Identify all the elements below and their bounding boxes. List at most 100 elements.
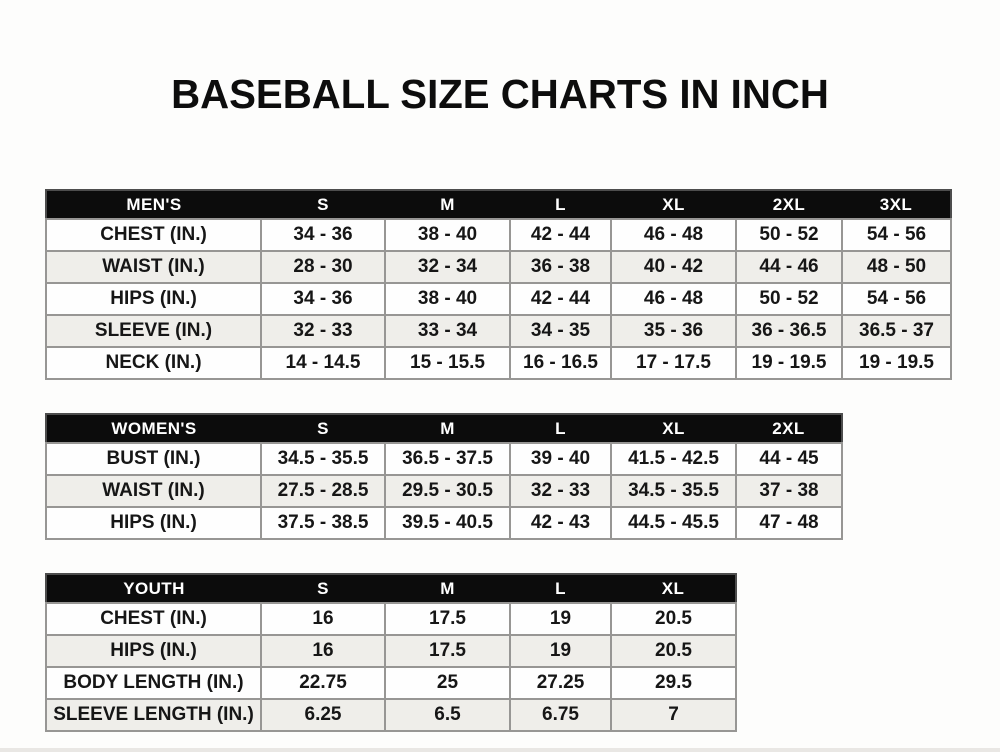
- value-cell: 16: [260, 602, 386, 636]
- header-row: YOUTH S M L XL: [46, 574, 736, 603]
- value-cell: 39.5 - 40.5: [384, 506, 511, 540]
- value-cell: 16: [260, 634, 386, 668]
- value-cell: 34.5 - 35.5: [610, 474, 737, 508]
- value-cell: 36.5 - 37: [841, 314, 952, 348]
- value-cell: 40 - 42: [610, 250, 737, 284]
- size-column-header: L: [510, 190, 611, 219]
- table-row: CHEST (IN.) 34 - 36 38 - 40 42 - 44 46 - 48 5…: [45, 218, 952, 252]
- row-label-cell: HIPS (IN.): [45, 634, 262, 668]
- row-label-cell: BUST (IN.): [45, 442, 262, 476]
- value-cell: 20.5: [610, 602, 737, 636]
- value-cell: 33 - 34: [384, 314, 511, 348]
- row-label-cell: HIPS (IN.): [45, 506, 262, 540]
- size-column-header: 2XL: [736, 190, 842, 219]
- size-column-header: S: [261, 190, 385, 219]
- value-cell: 19: [509, 634, 612, 668]
- size-column-header: L: [510, 574, 611, 603]
- value-cell: 17.5: [384, 602, 511, 636]
- size-column-header: XL: [611, 414, 736, 443]
- table-row: NECK (IN.) 14 - 14.5 15 - 15.5 16 - 16.5 17 …: [45, 346, 952, 380]
- row-label-cell: CHEST (IN.): [45, 218, 262, 252]
- row-label-cell: CHEST (IN.): [45, 602, 262, 636]
- value-cell: 19 - 19.5: [841, 346, 952, 380]
- size-column-header: M: [385, 414, 510, 443]
- value-cell: 36.5 - 37.5: [384, 442, 511, 476]
- value-cell: 46 - 48: [610, 218, 737, 252]
- table-row: BODY LENGTH (IN.) 22.75 25 27.25 29.5: [45, 666, 737, 700]
- value-cell: 17 - 17.5: [610, 346, 737, 380]
- row-label-cell: SLEEVE LENGTH (IN.): [45, 698, 262, 732]
- value-cell: 41.5 - 42.5: [610, 442, 737, 476]
- table-row: WAIST (IN.) 28 - 30 32 - 34 36 - 38 40 - 42 4…: [45, 250, 952, 284]
- value-cell: 39 - 40: [509, 442, 612, 476]
- value-cell: 42 - 43: [509, 506, 612, 540]
- value-cell: 34.5 - 35.5: [260, 442, 386, 476]
- row-label-cell: HIPS (IN.): [45, 282, 262, 316]
- value-cell: 37 - 38: [735, 474, 843, 508]
- value-cell: 32 - 33: [260, 314, 386, 348]
- value-cell: 29.5 - 30.5: [384, 474, 511, 508]
- size-column-header: L: [510, 414, 611, 443]
- value-cell: 34 - 36: [260, 282, 386, 316]
- table-row: HIPS (IN.) 16 17.5 19 20.5: [45, 634, 737, 668]
- value-cell: 20.5: [610, 634, 737, 668]
- table-row: SLEEVE (IN.) 32 - 33 33 - 34 34 - 35 35 - 36…: [45, 314, 952, 348]
- size-column-header: M: [385, 190, 510, 219]
- value-cell: 54 - 56: [841, 282, 952, 316]
- value-cell: 32 - 34: [384, 250, 511, 284]
- size-column-header: XL: [611, 574, 736, 603]
- mens-size-table: MEN'S S M L XL 2XL 3XL CHEST (IN.) 34 - 36 38 - 4…: [45, 189, 952, 380]
- value-cell: 27.5 - 28.5: [260, 474, 386, 508]
- size-column-header: XL: [611, 190, 736, 219]
- value-cell: 15 - 15.5: [384, 346, 511, 380]
- value-cell: 6.75: [509, 698, 612, 732]
- value-cell: 37.5 - 38.5: [260, 506, 386, 540]
- value-cell: 35 - 36: [610, 314, 737, 348]
- value-cell: 16 - 16.5: [509, 346, 612, 380]
- value-cell: 17.5: [384, 634, 511, 668]
- row-label-cell: BODY LENGTH (IN.): [45, 666, 262, 700]
- value-cell: 47 - 48: [735, 506, 843, 540]
- value-cell: 38 - 40: [384, 282, 511, 316]
- header-row: MEN'S S M L XL 2XL 3XL: [46, 190, 951, 219]
- value-cell: 50 - 52: [735, 218, 843, 252]
- value-cell: 54 - 56: [841, 218, 952, 252]
- value-cell: 50 - 52: [735, 282, 843, 316]
- value-cell: 44 - 46: [735, 250, 843, 284]
- value-cell: 6.25: [260, 698, 386, 732]
- value-cell: 25: [384, 666, 511, 700]
- value-cell: 32 - 33: [509, 474, 612, 508]
- value-cell: 44.5 - 45.5: [610, 506, 737, 540]
- table-row: SLEEVE LENGTH (IN.) 6.25 6.5 6.75 7: [45, 698, 737, 732]
- value-cell: 19 - 19.5: [735, 346, 843, 380]
- womens-size-table: WOMEN'S S M L XL 2XL BUST (IN.) 34.5 - 35.5 36.5…: [45, 413, 843, 540]
- table-row: WAIST (IN.) 27.5 - 28.5 29.5 - 30.5 32 - 33…: [45, 474, 843, 508]
- value-cell: 19: [509, 602, 612, 636]
- value-cell: 42 - 44: [509, 218, 612, 252]
- page-bottom-edge: [0, 748, 1000, 752]
- value-cell: 14 - 14.5: [260, 346, 386, 380]
- size-column-header: M: [385, 574, 510, 603]
- table-row: HIPS (IN.) 34 - 36 38 - 40 42 - 44 46 - 48 50…: [45, 282, 952, 316]
- value-cell: 34 - 35: [509, 314, 612, 348]
- header-row: WOMEN'S S M L XL 2XL: [46, 414, 842, 443]
- table-group-label: MEN'S: [46, 190, 261, 219]
- value-cell: 22.75: [260, 666, 386, 700]
- table-row: BUST (IN.) 34.5 - 35.5 36.5 - 37.5 39 - 40 4…: [45, 442, 843, 476]
- size-column-header: 2XL: [736, 414, 842, 443]
- youth-size-table: YOUTH S M L XL CHEST (IN.) 16 17.5 19 20.5 HIPS (I…: [45, 573, 737, 732]
- table-group-label: YOUTH: [46, 574, 261, 603]
- row-label-cell: WAIST (IN.): [45, 474, 262, 508]
- row-label-cell: NECK (IN.): [45, 346, 262, 380]
- value-cell: 42 - 44: [509, 282, 612, 316]
- page-title: BASEBALL SIZE CHARTS IN INCH: [171, 71, 829, 117]
- table-row: CHEST (IN.) 16 17.5 19 20.5: [45, 602, 737, 636]
- value-cell: 38 - 40: [384, 218, 511, 252]
- value-cell: 27.25: [509, 666, 612, 700]
- value-cell: 36 - 38: [509, 250, 612, 284]
- value-cell: 36 - 36.5: [735, 314, 843, 348]
- value-cell: 44 - 45: [735, 442, 843, 476]
- value-cell: 48 - 50: [841, 250, 952, 284]
- value-cell: 29.5: [610, 666, 737, 700]
